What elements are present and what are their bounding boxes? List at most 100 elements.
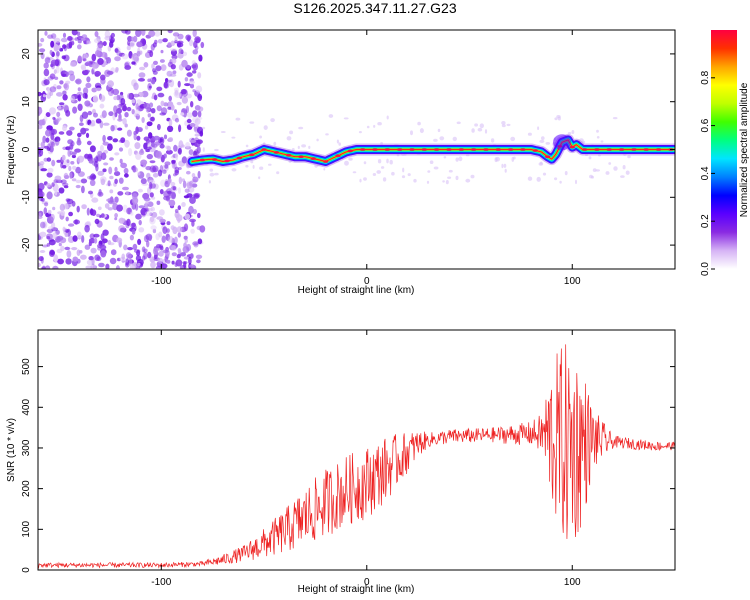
- noise-dot: [316, 138, 319, 142]
- noise-dot: [250, 160, 254, 164]
- noise-dot: [121, 253, 125, 260]
- noise-dot: [358, 131, 362, 134]
- noise-dot: [99, 94, 106, 103]
- ridge-hotspot: [372, 148, 378, 151]
- noise-dot: [97, 58, 104, 65]
- noise-dot: [138, 227, 145, 233]
- noise-dot: [125, 190, 129, 196]
- noise-dot: [41, 118, 46, 126]
- noise-dot: [50, 59, 58, 66]
- noise-dot: [95, 50, 101, 57]
- spectrogram-ytick-label: 0: [21, 146, 32, 152]
- noise-dot: [49, 73, 56, 80]
- noise-dot: [166, 259, 171, 264]
- noise-dot: [40, 168, 48, 172]
- ridge-hotspot: [606, 148, 612, 151]
- noise-dot: [77, 87, 81, 92]
- noise-dot: [88, 190, 93, 195]
- noise-dot: [177, 232, 181, 238]
- noise-dot: [81, 34, 88, 39]
- noise-dot: [147, 83, 152, 91]
- noise-dot: [172, 226, 178, 235]
- noise-dot: [51, 159, 56, 167]
- noise-dot: [97, 170, 105, 176]
- snr-xtick-label: 0: [364, 577, 370, 588]
- spectrogram-ytick-label: 10: [21, 96, 32, 108]
- noise-dot: [588, 156, 592, 160]
- noise-dot: [157, 123, 161, 131]
- noise-dot: [209, 172, 215, 177]
- noise-dot: [66, 159, 70, 164]
- noise-dot: [158, 250, 164, 257]
- noise-dot: [160, 64, 167, 71]
- noise-dot: [527, 176, 533, 181]
- noise-dot: [61, 154, 66, 161]
- snr-series-line: [38, 344, 675, 569]
- noise-dot: [159, 189, 164, 195]
- noise-dot: [115, 265, 120, 269]
- noise-dot: [110, 32, 115, 38]
- noise-dot: [91, 197, 99, 203]
- noise-dot: [162, 249, 169, 254]
- noise-dot: [575, 179, 577, 185]
- noise-dot: [148, 182, 153, 190]
- noise-dot: [456, 121, 461, 125]
- noise-dot: [336, 139, 339, 144]
- ridge-band: [186, 133, 675, 168]
- noise-dot: [44, 202, 49, 207]
- noise-dot: [43, 207, 48, 215]
- snr-frame: [37, 329, 676, 571]
- noise-dot: [258, 176, 261, 180]
- noise-dot: [56, 159, 62, 163]
- noise-dot: [108, 200, 115, 205]
- noise-dot: [542, 172, 547, 176]
- noise-dot: [75, 179, 82, 184]
- noise-dot: [148, 132, 153, 139]
- noise-dot: [60, 179, 67, 184]
- noise-dot: [149, 212, 153, 216]
- noise-dot: [81, 204, 87, 210]
- noise-dot: [479, 123, 484, 129]
- noise-dot: [82, 58, 87, 62]
- noise-dot: [184, 83, 191, 87]
- noise-dot: [72, 106, 78, 114]
- snr-ytick-label: 300: [21, 439, 32, 456]
- noise-dot: [103, 122, 110, 126]
- noise-dot: [85, 132, 90, 138]
- noise-dot: [120, 162, 127, 169]
- noise-dot: [407, 173, 411, 177]
- noise-dot: [363, 161, 367, 165]
- noise-dot: [148, 30, 156, 37]
- noise-dot: [174, 236, 178, 244]
- noise-dot: [286, 136, 292, 141]
- noise-dot: [231, 136, 236, 139]
- noise-dot: [38, 142, 41, 147]
- noise-dot: [596, 129, 599, 133]
- noise-dot: [52, 116, 56, 120]
- noise-dot: [88, 241, 92, 247]
- noise-dot: [161, 235, 166, 243]
- ridge-hotspot: [471, 148, 477, 151]
- noise-dot: [62, 90, 67, 96]
- noise-dot: [86, 207, 90, 216]
- noise-dot: [77, 44, 82, 50]
- noise-dot: [121, 53, 129, 60]
- noise-dot: [134, 109, 140, 117]
- noise-dot: [185, 34, 192, 41]
- colorbar-tick-label: 0.6: [700, 118, 711, 132]
- noise-dot: [100, 152, 107, 160]
- noise-dot: [50, 33, 57, 39]
- noise-dot: [178, 124, 182, 133]
- noise-dot: [112, 112, 116, 121]
- ridge-hotspot: [199, 158, 205, 162]
- noise-dot: [182, 51, 188, 57]
- noise-dot: [61, 73, 67, 78]
- noise-dot: [141, 117, 145, 123]
- noise-dot: [189, 122, 196, 127]
- noise-dot: [102, 168, 107, 173]
- noise-dot: [45, 137, 50, 143]
- noise-dot: [89, 145, 96, 153]
- noise-dot: [134, 142, 141, 150]
- noise-dot: [183, 195, 190, 199]
- noise-dot: [58, 187, 65, 194]
